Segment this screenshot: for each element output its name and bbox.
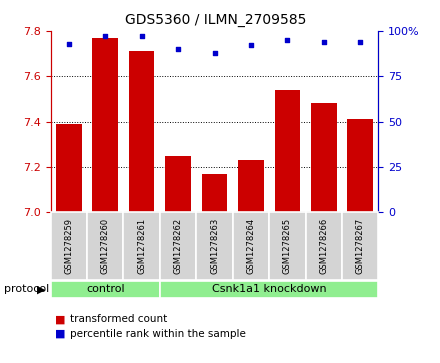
Point: [175, 46, 182, 52]
Text: GSM1278267: GSM1278267: [356, 218, 365, 274]
Point: [247, 42, 254, 48]
Bar: [202, 174, 227, 212]
Bar: [92, 38, 118, 212]
Bar: [238, 160, 264, 212]
Text: ▶: ▶: [37, 285, 45, 294]
Text: control: control: [86, 285, 125, 294]
Bar: [196, 212, 233, 280]
Bar: [233, 212, 269, 280]
Text: GSM1278259: GSM1278259: [64, 218, 73, 274]
Point: [102, 33, 109, 39]
Text: Csnk1a1 knockdown: Csnk1a1 knockdown: [212, 285, 326, 294]
Bar: [87, 212, 124, 280]
Text: transformed count: transformed count: [70, 314, 168, 325]
Point: [211, 50, 218, 56]
Bar: [342, 212, 378, 280]
Point: [320, 39, 327, 45]
Bar: [51, 281, 160, 298]
Point: [138, 33, 145, 39]
Text: GSM1278263: GSM1278263: [210, 218, 219, 274]
Bar: [124, 212, 160, 280]
Text: ■: ■: [55, 329, 66, 339]
Bar: [165, 156, 191, 212]
Text: GSM1278264: GSM1278264: [246, 218, 256, 274]
Bar: [51, 212, 87, 280]
Bar: [269, 212, 305, 280]
Text: GSM1278265: GSM1278265: [283, 218, 292, 274]
Bar: [129, 51, 154, 212]
Bar: [160, 212, 196, 280]
Bar: [311, 103, 337, 212]
Bar: [275, 90, 300, 212]
Bar: [56, 124, 81, 212]
Text: ■: ■: [55, 314, 66, 325]
Text: GDS5360 / ILMN_2709585: GDS5360 / ILMN_2709585: [125, 13, 306, 27]
Text: percentile rank within the sample: percentile rank within the sample: [70, 329, 246, 339]
Text: GSM1278260: GSM1278260: [101, 218, 110, 274]
Bar: [160, 281, 378, 298]
Bar: [348, 119, 373, 212]
Bar: [305, 212, 342, 280]
Text: GSM1278262: GSM1278262: [173, 218, 183, 274]
Text: GSM1278261: GSM1278261: [137, 218, 146, 274]
Text: GSM1278266: GSM1278266: [319, 218, 328, 274]
Point: [284, 37, 291, 43]
Point: [357, 39, 364, 45]
Text: protocol: protocol: [4, 285, 50, 294]
Point: [65, 41, 72, 46]
